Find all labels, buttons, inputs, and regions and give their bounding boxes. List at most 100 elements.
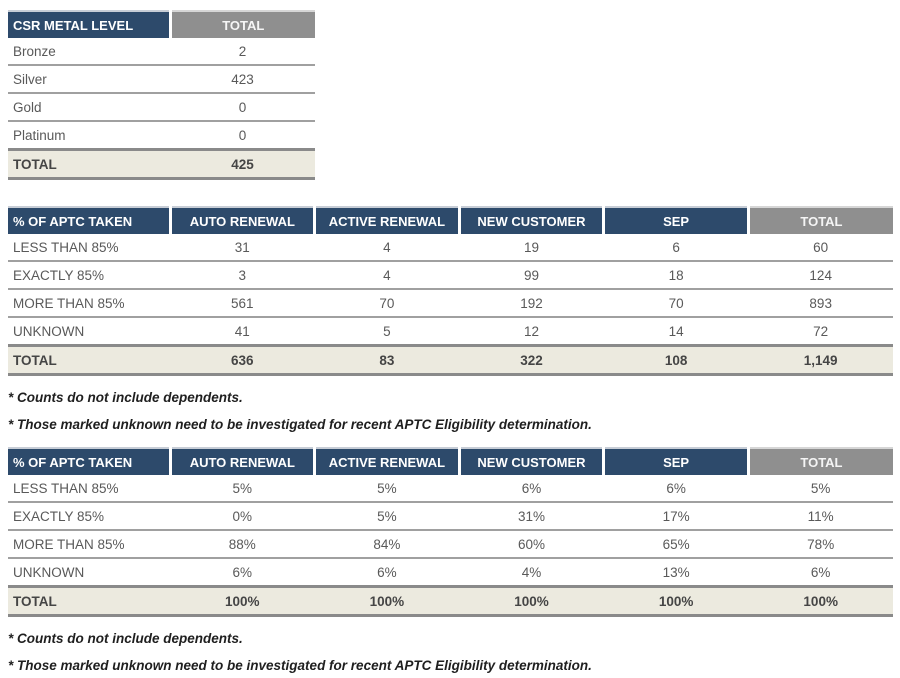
row-label: UNKNOWN (8, 317, 170, 347)
cell-value: 561 (170, 289, 315, 318)
column-header-auto-renewal: AUTO RENEWAL (168, 206, 315, 234)
cell-value: 0 (170, 93, 315, 122)
total-row: TOTAL 425 (8, 148, 315, 180)
column-header-csr-metal-level: CSR METAL LEVEL (8, 10, 170, 38)
cell-value: 84% (314, 530, 460, 559)
cell-value: 5% (314, 502, 460, 531)
cell-value: 2 (170, 38, 315, 66)
total-cell-value: 100% (603, 585, 749, 617)
header-row: % OF APTC TAKEN AUTO RENEWAL ACTIVE RENEWA… (8, 447, 893, 475)
column-header-sep: SEP (602, 206, 749, 234)
column-header-active-renewal: ACTIVE RENEWAL (313, 206, 460, 234)
cell-value: 5% (748, 475, 893, 503)
total-cell-value: 636 (170, 344, 315, 376)
cell-value: 4% (459, 558, 604, 588)
column-header-new-customer: NEW CUSTOMER (457, 206, 604, 234)
table-row-more-than-85: MORE THAN 85% 88% 84% 60% 65% 78% (8, 530, 893, 559)
cell-value: 5 (314, 317, 460, 347)
csr-metal-level-table: CSR METAL LEVEL TOTAL Bronze 2 Silver 423 Gold… (8, 10, 315, 180)
cell-value: 6% (603, 475, 749, 503)
cell-value: 72 (748, 317, 893, 347)
cell-value: 60 (748, 234, 893, 262)
cell-value: 5% (170, 475, 315, 503)
total-cell-value: 108 (603, 344, 749, 376)
row-label: MORE THAN 85% (8, 289, 170, 318)
cell-value: 17% (603, 502, 749, 531)
cell-value: 124 (748, 261, 893, 290)
table-row-unknown: UNKNOWN 6% 6% 4% 13% 6% (8, 558, 893, 588)
cell-value: 14 (603, 317, 749, 347)
table-row-less-than-85: LESS THAN 85% 31 4 19 6 60 (8, 234, 893, 262)
row-label: Silver (8, 65, 170, 94)
footnote-dependents: * Counts do not include dependents. (8, 631, 243, 646)
cell-value: 4 (314, 234, 460, 262)
column-header-new-customer: NEW CUSTOMER (457, 447, 604, 475)
cell-value: 65% (603, 530, 749, 559)
column-header-total: TOTAL (168, 10, 315, 38)
table-row-silver: Silver 423 (8, 65, 315, 94)
percent-table-footnotes: * Counts do not include dependents. * Th… (8, 631, 893, 674)
cell-value: 3 (170, 261, 315, 290)
footnote-unknown-investigation: * Those marked unknown need to be invest… (8, 417, 592, 432)
column-header-total: TOTAL (746, 447, 893, 475)
total-row: TOTAL 100% 100% 100% 100% 100% (8, 585, 893, 617)
header-row: CSR METAL LEVEL TOTAL (8, 10, 315, 38)
cell-value: 41 (170, 317, 315, 347)
total-row-label: TOTAL (8, 148, 170, 180)
cell-value: 6% (748, 558, 893, 588)
table-row-platinum: Platinum 0 (8, 121, 315, 151)
cell-value: 60% (459, 530, 604, 559)
footnote-unknown-investigation: * Those marked unknown need to be invest… (8, 658, 592, 673)
column-header-sep: SEP (602, 447, 749, 475)
cell-value: 13% (603, 558, 749, 588)
cell-value: 0% (170, 502, 315, 531)
cell-value: 31% (459, 502, 604, 531)
total-cell-value: 322 (459, 344, 604, 376)
cell-value: 6% (314, 558, 460, 588)
cell-value: 423 (170, 65, 315, 94)
row-label: EXACTLY 85% (8, 261, 170, 290)
table-row-exactly-85: EXACTLY 85% 3 4 99 18 124 (8, 261, 893, 290)
cell-value: 88% (170, 530, 315, 559)
table-row-gold: Gold 0 (8, 93, 315, 122)
column-header-active-renewal: ACTIVE RENEWAL (313, 447, 460, 475)
cell-value: 6% (459, 475, 604, 503)
table-row-unknown: UNKNOWN 41 5 12 14 72 (8, 317, 893, 347)
row-label: Bronze (8, 38, 170, 66)
total-row-label: TOTAL (8, 344, 170, 376)
table-row-bronze: Bronze 2 (8, 38, 315, 66)
total-cell-value: 83 (314, 344, 460, 376)
footnote-dependents: * Counts do not include dependents. (8, 390, 243, 405)
cell-value: 4 (314, 261, 460, 290)
row-label: MORE THAN 85% (8, 530, 170, 559)
cell-value: 11% (748, 502, 893, 531)
total-cell-value: 100% (170, 585, 315, 617)
total-cell-value: 100% (748, 585, 893, 617)
aptc-taken-counts-table: % OF APTC TAKEN AUTO RENEWAL ACTIVE RENEWA… (8, 206, 893, 376)
cell-value: 5% (314, 475, 460, 503)
cell-value: 6 (603, 234, 749, 262)
cell-value: 6% (170, 558, 315, 588)
cell-value: 12 (459, 317, 604, 347)
cell-value: 0 (170, 121, 315, 151)
aptc-taken-percent-table: % OF APTC TAKEN AUTO RENEWAL ACTIVE RENEWA… (8, 447, 893, 617)
row-label: LESS THAN 85% (8, 234, 170, 262)
counts-table-footnotes: * Counts do not include dependents. * Th… (8, 390, 893, 433)
total-cell-value: 100% (314, 585, 460, 617)
column-header-auto-renewal: AUTO RENEWAL (168, 447, 315, 475)
total-cell-value: 425 (170, 148, 315, 180)
cell-value: 893 (748, 289, 893, 318)
cell-value: 18 (603, 261, 749, 290)
table-row-more-than-85: MORE THAN 85% 561 70 192 70 893 (8, 289, 893, 318)
column-header-total: TOTAL (746, 206, 893, 234)
cell-value: 19 (459, 234, 604, 262)
row-label: LESS THAN 85% (8, 475, 170, 503)
table-row-exactly-85: EXACTLY 85% 0% 5% 31% 17% 11% (8, 502, 893, 531)
row-label: Gold (8, 93, 170, 122)
table-row-less-than-85: LESS THAN 85% 5% 5% 6% 6% 5% (8, 475, 893, 503)
header-row: % OF APTC TAKEN AUTO RENEWAL ACTIVE RENEWA… (8, 206, 893, 234)
total-cell-value: 1,149 (748, 344, 893, 376)
cell-value: 70 (314, 289, 460, 318)
cell-value: 192 (459, 289, 604, 318)
